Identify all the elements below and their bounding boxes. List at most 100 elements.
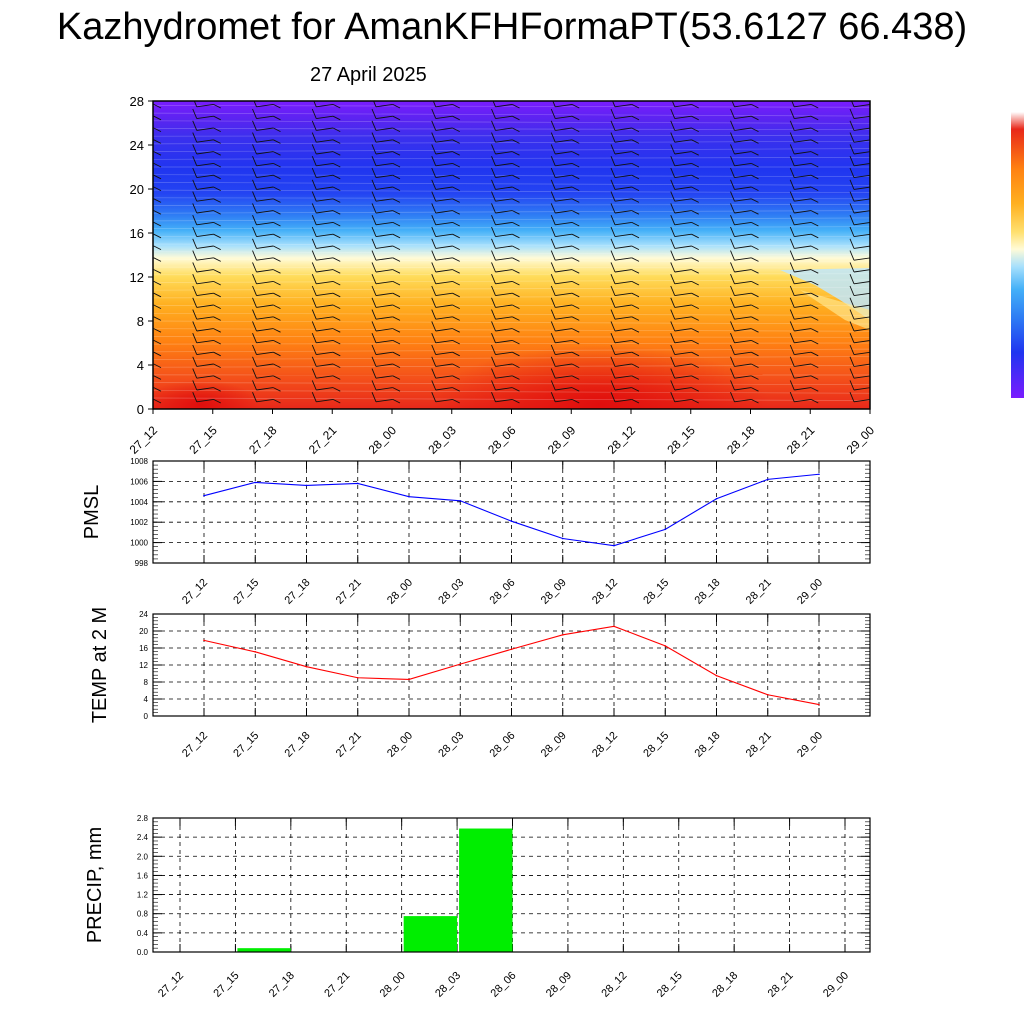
wind-barb <box>491 156 496 166</box>
wind-barb <box>691 198 699 203</box>
wind-barb <box>213 375 221 380</box>
wind-barb <box>196 328 214 332</box>
contour-line <box>153 156 870 160</box>
wind-barb <box>371 167 377 178</box>
contour-line <box>153 320 870 325</box>
wind-barb <box>614 151 632 155</box>
wind-barb <box>435 162 453 167</box>
wind-barb <box>133 333 137 343</box>
wind-barb <box>512 127 520 133</box>
wind-barb <box>691 269 699 274</box>
wind-barb <box>610 203 616 214</box>
wind-barb <box>491 120 496 131</box>
wind-barb <box>610 262 616 273</box>
wind-barb <box>332 174 341 180</box>
wind-barb <box>734 280 752 285</box>
wind-barb <box>794 292 812 297</box>
wind-barb <box>316 127 334 131</box>
contour-line <box>153 243 870 247</box>
wind-barb <box>853 304 870 308</box>
wind-barb <box>435 257 453 261</box>
wind-barb <box>849 297 855 308</box>
wind-barb <box>555 233 573 238</box>
wind-barb <box>273 162 281 168</box>
wind-barb <box>734 257 752 261</box>
data-point <box>203 494 205 497</box>
data-point <box>664 528 667 531</box>
wind-barb <box>849 368 855 379</box>
wind-barb <box>789 309 795 320</box>
wind-barb <box>153 115 162 121</box>
wind-barb <box>371 215 377 225</box>
wind-barb <box>512 351 520 357</box>
wind-barb <box>571 221 580 227</box>
wind-barb <box>550 156 556 166</box>
wind-barb <box>452 280 460 286</box>
wind-barb <box>810 103 819 109</box>
wind-barb <box>555 210 573 214</box>
y-tick-label: 12 <box>139 661 148 670</box>
wind-barb <box>256 398 274 403</box>
wind-barb <box>192 356 198 367</box>
wind-barb <box>849 344 855 355</box>
wind-barb <box>196 387 214 391</box>
wind-barb <box>495 292 513 297</box>
wind-barb <box>133 121 137 131</box>
wind-barb <box>133 156 137 166</box>
wind-barb <box>670 108 676 119</box>
precip-panel: 0.0 0.4 0.8 1.2 1.6 2.0 2.4 2.8 27_12 27_15 27_18 2… <box>84 814 871 1000</box>
wind-barb <box>375 151 393 155</box>
wind-barb <box>794 398 812 403</box>
wind-barb <box>332 375 341 380</box>
wind-barb <box>794 257 812 261</box>
wind-barb <box>273 115 281 121</box>
temp-panel: 0 4 8 12 16 20 24 27_12 27_15 27_18 27_21 28_00 28_0… <box>89 607 871 760</box>
wind-barb <box>375 115 393 120</box>
data-point <box>254 481 257 484</box>
wind-barb <box>273 328 281 333</box>
wind-barb <box>435 221 453 226</box>
x-tick-label: 27_21 <box>334 577 364 607</box>
wind-barb <box>435 387 453 391</box>
contour-line <box>153 389 870 394</box>
wind-barb <box>730 179 735 190</box>
wind-barb <box>392 174 401 180</box>
wind-barb <box>435 328 453 332</box>
wind-barb <box>610 108 616 119</box>
wind-barb <box>153 292 162 298</box>
wind-barb <box>332 363 341 369</box>
wind-barb <box>273 103 281 109</box>
wind-barb <box>311 226 317 237</box>
wind-barb <box>810 210 819 215</box>
wind-barb <box>213 115 221 121</box>
wind-barb <box>550 368 556 379</box>
wind-barb <box>730 368 735 379</box>
x-tick-label: 28_18 <box>693 577 723 607</box>
contour-line <box>153 189 870 194</box>
wind-barb <box>192 144 198 155</box>
wind-barb <box>631 387 640 392</box>
wind-barb <box>452 139 460 144</box>
wind-barb <box>849 120 855 131</box>
y-tick-label: 2.8 <box>137 814 149 823</box>
wind-barb <box>614 221 632 226</box>
wind-barb <box>789 262 795 273</box>
wind-barb <box>256 245 274 249</box>
y-tick-label: 20 <box>139 627 148 636</box>
wind-barb <box>631 269 640 274</box>
wind-barb <box>614 139 632 143</box>
wind-barb <box>810 151 819 156</box>
wind-barb <box>810 233 819 239</box>
wind-barb <box>495 198 513 202</box>
contour-line <box>153 120 870 124</box>
wind-barb <box>849 144 855 155</box>
wind-barb <box>571 280 580 286</box>
wind-barb <box>153 387 154 389</box>
wind-barb <box>670 156 676 166</box>
wind-barb <box>849 167 855 178</box>
wind-barb <box>252 285 257 296</box>
wind-barb <box>734 151 752 155</box>
wind-barb <box>734 103 752 108</box>
wind-barb <box>550 179 556 190</box>
wind-barb <box>192 191 198 202</box>
